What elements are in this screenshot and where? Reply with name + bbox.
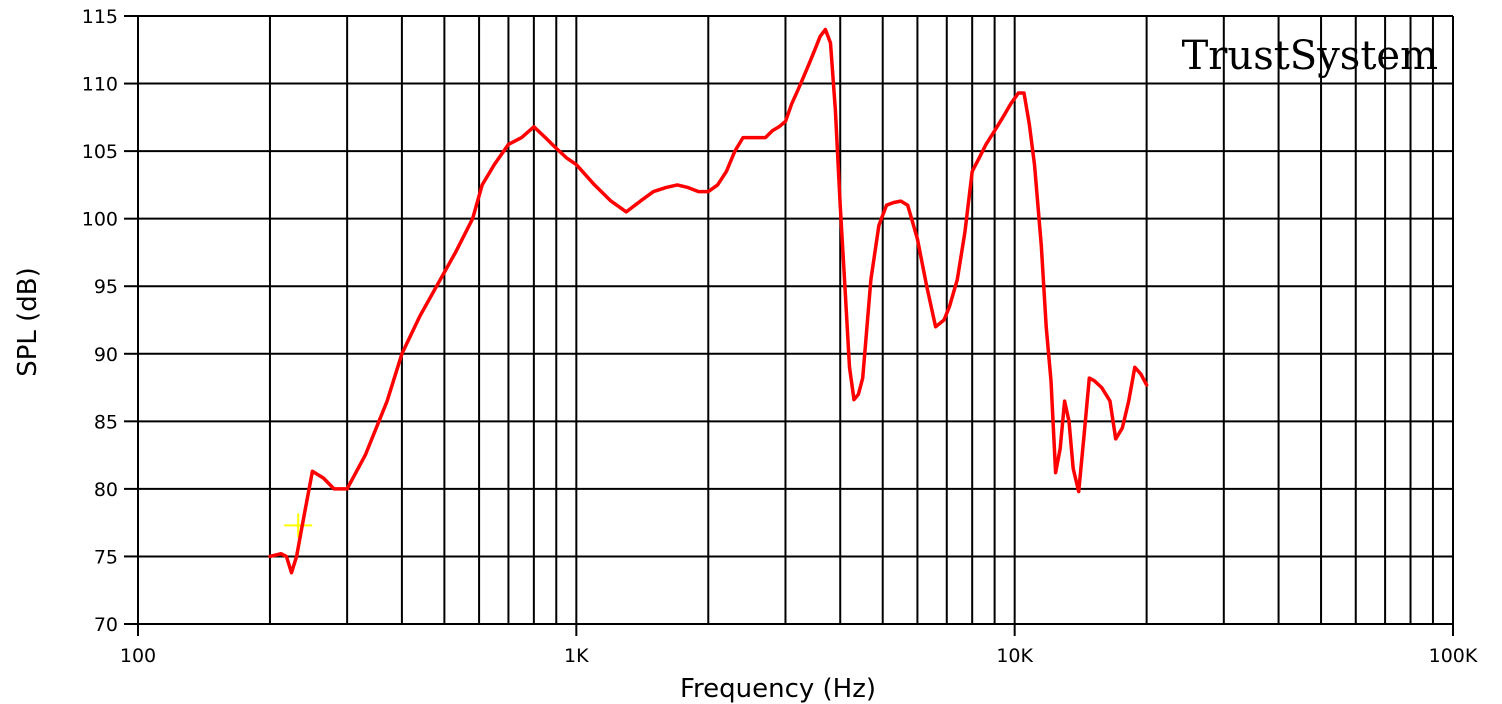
y-axis-ticks: 70 75 80 85 90 95 100 105 110 115 bbox=[82, 6, 138, 636]
x-tick-label: 10K bbox=[996, 645, 1033, 667]
x-tick-label: 100K bbox=[1429, 645, 1478, 667]
y-tick-label: 110 bbox=[82, 74, 118, 96]
y-tick-label: 75 bbox=[94, 546, 118, 568]
y-tick-label: 95 bbox=[94, 276, 118, 298]
x-axis-ticks: 100 1K 10K 100K bbox=[120, 624, 1478, 667]
major-gridlines bbox=[137, 15, 1454, 625]
plot-series bbox=[268, 27, 1149, 575]
y-tick-label: 70 bbox=[94, 614, 118, 636]
y-tick-label: 105 bbox=[82, 141, 118, 163]
watermark-text: TrustSystem bbox=[1182, 33, 1438, 79]
x-tick-label: 100 bbox=[120, 645, 156, 667]
minor-gridlines bbox=[268, 16, 1434, 624]
y-tick-label: 100 bbox=[82, 209, 118, 231]
y-tick-label: 115 bbox=[82, 6, 118, 28]
y-axis-label: SPL (dB) bbox=[13, 267, 43, 377]
spl-series-line bbox=[268, 27, 1149, 575]
y-tick-label: 80 bbox=[94, 479, 118, 501]
cursor-marker bbox=[284, 513, 313, 538]
y-tick-label: 90 bbox=[94, 344, 118, 366]
x-tick-label: 1K bbox=[564, 645, 589, 667]
y-tick-label: 85 bbox=[94, 411, 118, 433]
x-axis-label: Frequency (Hz) bbox=[680, 674, 876, 704]
